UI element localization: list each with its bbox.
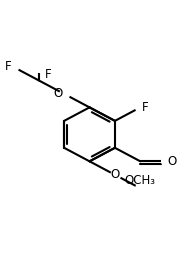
Text: F: F [45,68,52,81]
Text: O: O [167,155,177,168]
Text: O: O [110,168,119,181]
Text: O: O [53,87,63,100]
Text: F: F [142,101,148,114]
Text: F: F [5,60,12,73]
Text: OCH₃: OCH₃ [125,174,156,187]
